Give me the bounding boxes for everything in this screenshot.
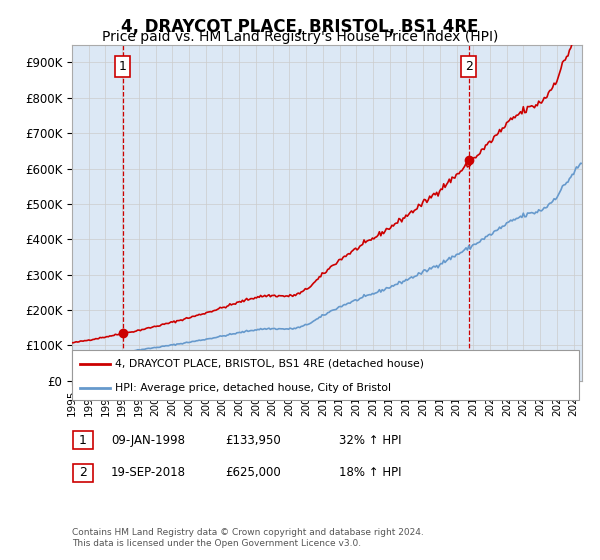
Text: 2: 2 (79, 466, 87, 479)
Text: 09-JAN-1998: 09-JAN-1998 (111, 433, 185, 447)
Text: 32% ↑ HPI: 32% ↑ HPI (339, 433, 401, 447)
Text: 1: 1 (119, 60, 127, 73)
FancyBboxPatch shape (73, 464, 92, 482)
FancyBboxPatch shape (73, 431, 92, 449)
Text: 19-SEP-2018: 19-SEP-2018 (111, 466, 186, 479)
Text: Price paid vs. HM Land Registry's House Price Index (HPI): Price paid vs. HM Land Registry's House … (102, 30, 498, 44)
Text: 4, DRAYCOT PLACE, BRISTOL, BS1 4RE (detached house): 4, DRAYCOT PLACE, BRISTOL, BS1 4RE (deta… (115, 358, 424, 368)
Text: £625,000: £625,000 (225, 466, 281, 479)
Text: 2: 2 (464, 60, 473, 73)
Text: HPI: Average price, detached house, City of Bristol: HPI: Average price, detached house, City… (115, 383, 391, 393)
FancyBboxPatch shape (72, 350, 579, 400)
Text: Contains HM Land Registry data © Crown copyright and database right 2024.
This d: Contains HM Land Registry data © Crown c… (72, 528, 424, 548)
Text: 1: 1 (79, 433, 87, 447)
Text: £133,950: £133,950 (225, 433, 281, 447)
Text: 18% ↑ HPI: 18% ↑ HPI (339, 466, 401, 479)
Text: 4, DRAYCOT PLACE, BRISTOL, BS1 4RE: 4, DRAYCOT PLACE, BRISTOL, BS1 4RE (121, 18, 479, 36)
